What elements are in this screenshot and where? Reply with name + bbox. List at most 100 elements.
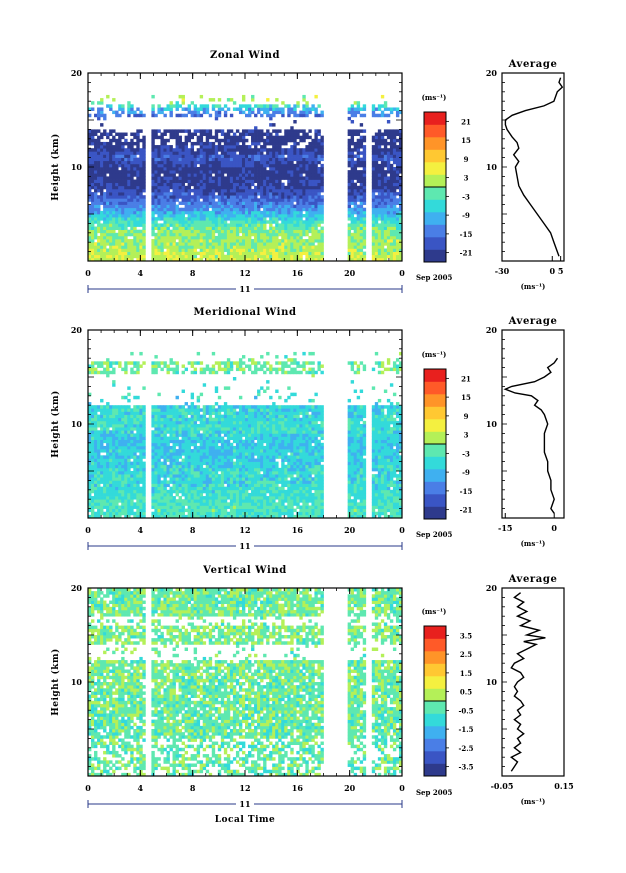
heatmap-cell bbox=[281, 201, 285, 205]
heatmap-cell bbox=[139, 449, 143, 453]
heatmap-cell bbox=[139, 514, 143, 518]
heatmap-cell bbox=[305, 257, 309, 261]
heatmap-cell bbox=[257, 248, 261, 252]
heatmap-cell bbox=[94, 188, 98, 193]
heatmap-cell bbox=[208, 129, 213, 133]
heatmap-cell bbox=[371, 157, 376, 162]
heatmap-cell bbox=[299, 188, 303, 193]
heatmap-cell bbox=[305, 104, 309, 108]
heatmap-cell bbox=[205, 220, 210, 224]
heatmap-cell bbox=[187, 257, 191, 261]
heatmap-cell bbox=[199, 151, 204, 155]
heatmap-cell bbox=[302, 135, 306, 140]
heatmap-cell bbox=[154, 245, 158, 249]
heatmap-cell bbox=[269, 235, 273, 240]
heatmap-cell bbox=[202, 217, 207, 221]
heatmap-cell bbox=[229, 179, 234, 184]
heatmap-cell bbox=[302, 226, 306, 231]
heatmap-cell bbox=[160, 483, 164, 488]
heatmap-cell bbox=[151, 442, 155, 447]
heatmap-cell bbox=[193, 248, 198, 252]
heatmap-cell bbox=[157, 436, 161, 441]
heatmap-cell bbox=[380, 192, 385, 196]
heatmap-cell bbox=[112, 204, 116, 209]
heatmap-cell bbox=[260, 220, 264, 224]
heatmap-cell bbox=[371, 170, 376, 174]
heatmap-cell bbox=[290, 135, 294, 140]
heatmap-cell bbox=[166, 511, 170, 516]
heatmap-cell bbox=[187, 188, 191, 193]
heatmap-cell bbox=[184, 235, 188, 240]
heatmap-cell bbox=[160, 226, 164, 231]
heatmap-cell bbox=[97, 151, 101, 155]
heatmap-cell bbox=[202, 192, 207, 196]
heatmap-cell bbox=[151, 439, 155, 444]
heatmap-cell bbox=[386, 239, 391, 243]
heatmap-cell bbox=[130, 188, 134, 193]
heatmap-cell bbox=[160, 417, 164, 422]
heatmap-cell bbox=[308, 210, 312, 215]
heatmap-cell bbox=[389, 207, 394, 212]
heatmap-cell bbox=[175, 188, 179, 193]
heatmap-cell bbox=[254, 210, 258, 215]
heatmap-cell bbox=[124, 173, 128, 177]
heatmap-cell bbox=[151, 210, 155, 215]
heatmap-cell bbox=[302, 195, 306, 199]
heatmap-cell bbox=[272, 242, 276, 246]
heatmap-cell bbox=[275, 239, 279, 243]
heatmap-cell bbox=[350, 185, 355, 190]
heatmap-cell bbox=[157, 483, 161, 488]
heatmap-cell bbox=[112, 492, 116, 497]
heatmap-cell bbox=[172, 486, 176, 491]
heatmap-cell bbox=[232, 217, 237, 221]
heatmap-cell bbox=[238, 157, 243, 162]
heatmap-cell bbox=[199, 138, 204, 143]
heatmap-cell bbox=[193, 245, 198, 249]
heatmap-cell bbox=[281, 254, 285, 259]
heatmap-cell bbox=[245, 170, 249, 174]
heatmap-cell bbox=[389, 229, 394, 234]
heatmap-cell bbox=[356, 188, 361, 193]
heatmap-cell bbox=[118, 229, 122, 234]
heatmap-cell bbox=[97, 508, 101, 513]
heatmap-cell bbox=[88, 505, 92, 509]
heatmap-cell bbox=[184, 113, 188, 118]
heatmap-cell bbox=[103, 414, 107, 419]
heatmap-cell bbox=[199, 160, 204, 165]
heatmap-cell bbox=[172, 239, 176, 243]
heatmap-cell bbox=[136, 455, 140, 459]
heatmap-cell bbox=[163, 477, 167, 481]
heatmap-cell bbox=[103, 182, 107, 187]
heatmap-cell bbox=[392, 151, 397, 155]
heatmap-cell bbox=[257, 163, 261, 168]
heatmap-cell bbox=[205, 179, 210, 184]
heatmap-cell bbox=[157, 170, 161, 174]
heatmap-cell bbox=[94, 455, 98, 459]
heatmap-cell bbox=[296, 135, 300, 140]
heatmap-cell bbox=[350, 148, 355, 152]
heatmap-cell bbox=[389, 232, 394, 237]
heatmap-cell bbox=[229, 170, 234, 174]
heatmap-cell bbox=[211, 179, 216, 184]
heatmap-cell bbox=[130, 477, 134, 481]
heatmap-cell bbox=[275, 179, 279, 184]
heatmap-cell bbox=[160, 464, 164, 469]
heatmap-cell bbox=[311, 163, 315, 168]
heatmap-cell bbox=[142, 223, 146, 227]
heatmap-cell bbox=[97, 204, 101, 209]
heatmap-cell bbox=[359, 210, 364, 215]
heatmap-cell bbox=[383, 154, 388, 158]
heatmap-cell bbox=[94, 414, 98, 419]
heatmap-cell bbox=[245, 176, 249, 180]
heatmap-cell bbox=[220, 151, 225, 155]
heatmap-cell bbox=[245, 257, 249, 261]
heatmap-cell bbox=[229, 217, 234, 221]
heatmap-cell bbox=[347, 157, 352, 162]
heatmap-cell bbox=[118, 163, 122, 168]
heatmap-cell bbox=[272, 188, 276, 193]
heatmap-cell bbox=[112, 489, 116, 494]
heatmap-cell bbox=[130, 245, 134, 249]
heatmap-cell bbox=[97, 455, 101, 459]
heatmap-cell bbox=[353, 107, 358, 111]
heatmap-cell bbox=[106, 257, 110, 261]
